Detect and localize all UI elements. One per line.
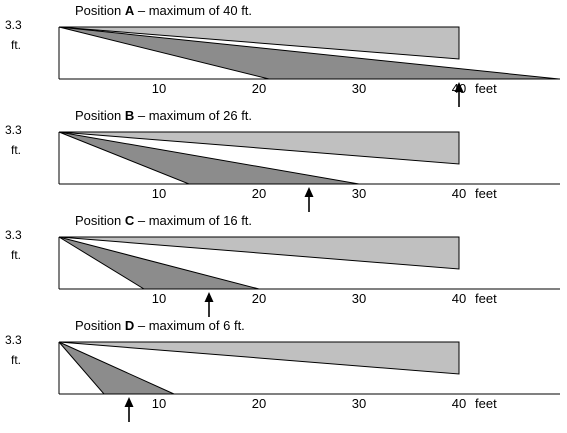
panel-c-arrow-head <box>204 292 214 302</box>
panel-c-title: Position C – maximum of 16 ft. <box>75 213 252 228</box>
panel-d-height-unit: ft. <box>11 353 21 367</box>
panel-a-title-suffix: – maximum of 40 ft. <box>134 3 252 18</box>
panel-d-title-suffix: – maximum of 6 ft. <box>134 318 245 333</box>
panel-d-arrow-head <box>124 397 134 407</box>
panel-a-height-value: 3.3 <box>5 18 22 32</box>
panel-c-tick-40: 40 <box>452 291 466 306</box>
panel-a-title: Position A – maximum of 40 ft. <box>75 3 252 18</box>
panel-d-light-zone <box>58 341 460 375</box>
panel-d-tick-20: 20 <box>252 396 266 411</box>
panel-a-title-letter: A <box>125 3 135 18</box>
panel-a-light-zone <box>58 26 460 60</box>
panel-d-title-letter: D <box>125 318 134 333</box>
panel-b-title-prefix: Position <box>75 108 125 123</box>
panel-c-light-zone <box>58 236 460 270</box>
panel-b-tick-40: 40 <box>452 186 466 201</box>
panel-d-tick-40: 40 <box>452 396 466 411</box>
panel-b-title: Position B – maximum of 26 ft. <box>75 108 252 123</box>
panel-c-title-prefix: Position <box>75 213 125 228</box>
panel-a-height-unit: ft. <box>11 38 21 52</box>
panel-a-tick-30: 30 <box>352 81 366 96</box>
panel-d-title-prefix: Position <box>75 318 125 333</box>
panel-d-height-value: 3.3 <box>5 333 22 347</box>
panel-a-tick-20: 20 <box>252 81 266 96</box>
panel-c-tick-10: 10 <box>152 291 166 306</box>
panel-b-tick-10: 10 <box>152 186 166 201</box>
panel-c-feet-label: feet <box>475 291 497 306</box>
panel-b-tick-20: 20 <box>252 186 266 201</box>
panel-b-height-value: 3.3 <box>5 123 22 137</box>
panel-d-tick-30: 30 <box>352 396 366 411</box>
panel-c-tick-20: 20 <box>252 291 266 306</box>
panel-c-title-letter: C <box>125 213 135 228</box>
panel-b-title-letter: B <box>125 108 134 123</box>
panel-d-title: Position D – maximum of 6 ft. <box>75 318 245 333</box>
panel-c-tick-30: 30 <box>352 291 366 306</box>
panel-b-height-unit: ft. <box>11 143 21 157</box>
panel-c-height-unit: ft. <box>11 248 21 262</box>
panel-a-title-prefix: Position <box>75 3 125 18</box>
panel-b-tick-30: 30 <box>352 186 366 201</box>
panel-a-feet-label: feet <box>475 81 497 96</box>
panel-b-light-zone <box>58 131 460 165</box>
panel-d-feet-label: feet <box>475 396 497 411</box>
panel-b-arrow-head <box>304 187 314 197</box>
panel-c-title-suffix: – maximum of 16 ft. <box>134 213 252 228</box>
panel-d-tick-10: 10 <box>152 396 166 411</box>
panel-b-feet-label: feet <box>475 186 497 201</box>
panel-c-height-value: 3.3 <box>5 228 22 242</box>
panel-a-arrow-head <box>454 82 464 92</box>
panel-a-tick-10: 10 <box>152 81 166 96</box>
panel-b-title-suffix: – maximum of 26 ft. <box>134 108 252 123</box>
